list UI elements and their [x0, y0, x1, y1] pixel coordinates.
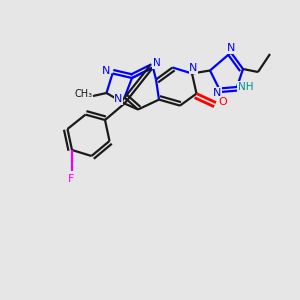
- Text: N: N: [153, 58, 160, 68]
- Text: N: N: [189, 63, 198, 73]
- Text: CH₃: CH₃: [74, 89, 92, 100]
- Text: N: N: [102, 65, 110, 76]
- Text: F: F: [68, 173, 75, 184]
- Text: N: N: [152, 58, 161, 68]
- Text: N: N: [114, 94, 123, 104]
- Text: N: N: [213, 88, 222, 98]
- Text: O: O: [218, 97, 227, 107]
- Text: NH: NH: [238, 82, 253, 92]
- Text: N: N: [227, 43, 235, 53]
